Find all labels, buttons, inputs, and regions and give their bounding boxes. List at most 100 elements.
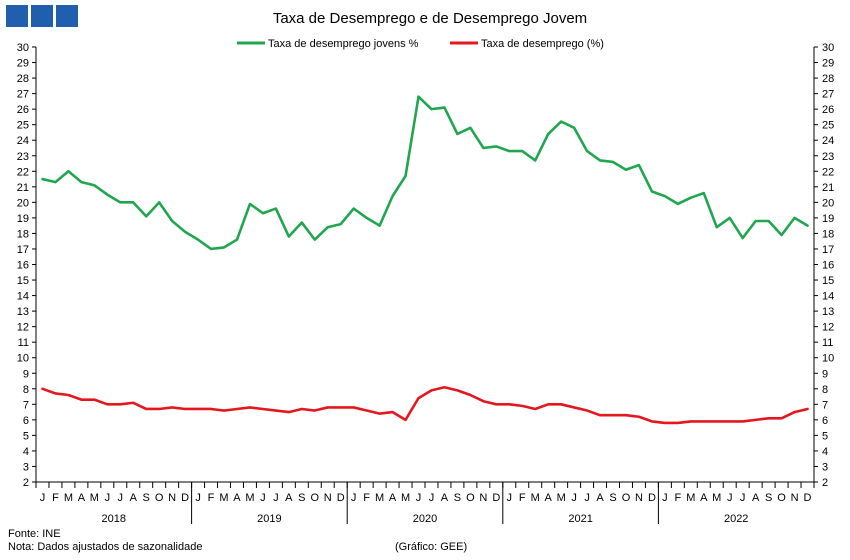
y-tick-label-right: 25 [822, 120, 834, 132]
y-tick-label-right: 6 [822, 415, 828, 427]
x-tick-label: O [155, 492, 164, 504]
y-tick-label-right: 30 [822, 42, 834, 54]
x-tick-label: F [363, 492, 370, 504]
y-tick-label-right: 13 [822, 306, 834, 318]
y-tick-label-left: 6 [23, 415, 29, 427]
x-tick-label: J [351, 492, 357, 504]
year-label: 2019 [257, 513, 281, 525]
x-tick-label: J [429, 492, 435, 504]
y-tick-label-left: 24 [17, 135, 29, 147]
x-tick-label: D [181, 492, 189, 504]
x-tick-label: D [804, 492, 812, 504]
y-tick-label-right: 4 [822, 446, 828, 458]
x-tick-label: O [311, 492, 320, 504]
year-label: 2020 [413, 513, 437, 525]
y-tick-label-right: 24 [822, 135, 834, 147]
y-tick-label-right: 9 [822, 368, 828, 380]
x-tick-label: J [507, 492, 513, 504]
y-tick-label-left: 14 [17, 291, 29, 303]
y-tick-label-left: 19 [17, 213, 29, 225]
logo-square [6, 5, 28, 27]
y-tick-label-right: 20 [822, 197, 834, 209]
y-tick-label-right: 11 [822, 337, 833, 349]
x-tick-label: N [479, 492, 487, 504]
x-tick-label: F [52, 492, 59, 504]
y-tick-label-left: 5 [23, 430, 29, 442]
chart-title: Taxa de Desemprego e de Desemprego Jovem [273, 10, 587, 27]
y-tick-label-right: 29 [822, 58, 834, 70]
logo-square [56, 5, 78, 27]
x-tick-label: S [143, 492, 150, 504]
x-tick-label: M [245, 492, 254, 504]
x-tick-label: N [791, 492, 799, 504]
x-tick-label: F [208, 492, 215, 504]
year-label: 2018 [102, 513, 126, 525]
y-tick-label-left: 16 [17, 260, 29, 272]
y-tick-label-right: 2 [822, 477, 828, 489]
x-tick-label: A [700, 492, 708, 504]
y-axis-left: 2345678910111213141516171819202122232425… [17, 42, 36, 489]
y-axis-right: 2345678910111213141516171819202122232425… [814, 42, 834, 489]
x-tick-label: N [324, 492, 332, 504]
x-tick-label: J [118, 492, 124, 504]
x-tick-label: A [233, 492, 241, 504]
y-tick-label-right: 3 [822, 461, 828, 473]
x-tick-label: J [727, 492, 733, 504]
axes [35, 47, 815, 483]
y-tick-label-right: 12 [822, 322, 834, 334]
y-tick-label-left: 12 [17, 322, 29, 334]
logo [6, 5, 78, 27]
legend-label-youth: Taxa de desemprego jovens % [268, 38, 419, 50]
y-tick-label-right: 19 [822, 213, 834, 225]
y-tick-label-right: 10 [822, 353, 834, 365]
legend-label-total: Taxa de desemprego (%) [481, 38, 604, 50]
x-tick-label: M [219, 492, 228, 504]
x-tick-label: J [662, 492, 668, 504]
y-tick-label-right: 17 [822, 244, 834, 256]
x-tick-label: O [622, 492, 631, 504]
x-tick-label: M [686, 492, 695, 504]
y-tick-label-right: 21 [822, 182, 834, 194]
x-tick-label: J [571, 492, 577, 504]
x-tick-label: A [130, 492, 138, 504]
x-tick-label: A [285, 492, 293, 504]
y-tick-label-left: 20 [17, 197, 29, 209]
y-tick-label-right: 8 [822, 384, 828, 396]
x-tick-label: J [105, 492, 111, 504]
x-tick-label: N [168, 492, 176, 504]
y-tick-label-left: 26 [17, 104, 29, 116]
y-tick-label-left: 18 [17, 228, 29, 240]
x-tick-label: J [40, 492, 46, 504]
series-lines [41, 95, 809, 425]
x-tick-label: A [596, 492, 604, 504]
x-tick-label: M [712, 492, 721, 504]
x-tick-label: F [674, 492, 681, 504]
x-tick-label: S [454, 492, 461, 504]
x-tick-label: J [195, 492, 201, 504]
y-tick-label-left: 21 [17, 182, 29, 194]
year-label: 2021 [568, 513, 592, 525]
x-tick-label: F [519, 492, 526, 504]
y-tick-label-right: 26 [822, 104, 834, 116]
x-tick-label: S [609, 492, 616, 504]
y-tick-label-right: 18 [822, 228, 834, 240]
logo-square [31, 5, 53, 27]
x-tick-label: A [545, 492, 553, 504]
y-tick-label-left: 27 [17, 89, 29, 101]
y-tick-label-left: 4 [23, 446, 29, 458]
x-tick-label: J [273, 492, 279, 504]
y-tick-label-left: 11 [18, 337, 29, 349]
x-tick-label: A [78, 492, 86, 504]
y-tick-label-left: 22 [17, 166, 29, 178]
y-tick-label-right: 22 [822, 166, 834, 178]
x-tick-label: S [765, 492, 772, 504]
y-tick-label-left: 23 [17, 151, 29, 163]
x-tick-label: N [635, 492, 643, 504]
y-tick-label-left: 13 [17, 306, 29, 318]
y-tick-label-left: 29 [17, 58, 29, 70]
x-tick-label: D [337, 492, 345, 504]
y-tick-label-right: 14 [822, 291, 834, 303]
y-tick-label-left: 28 [17, 73, 29, 85]
y-tick-label-right: 7 [822, 399, 828, 411]
y-tick-label-left: 9 [23, 368, 29, 380]
